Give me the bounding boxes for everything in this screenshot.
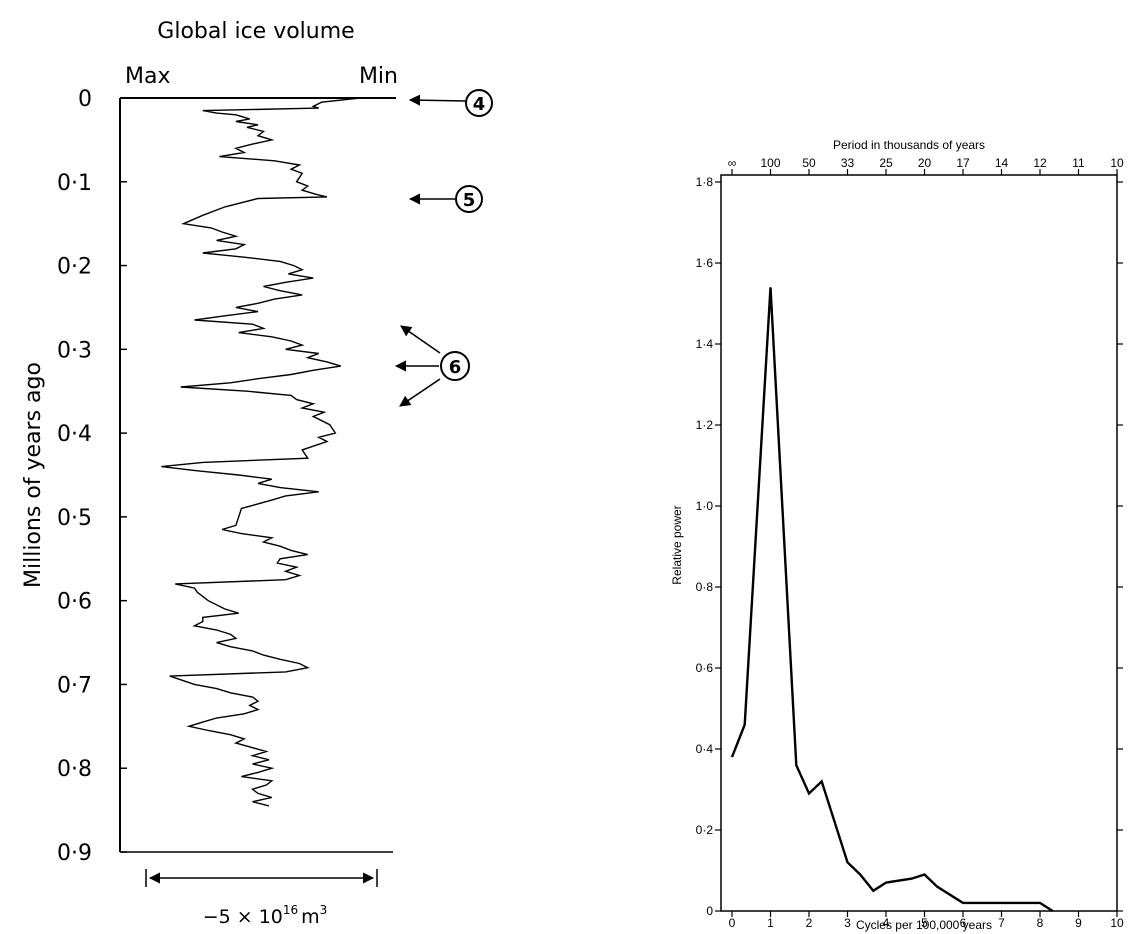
left-y-axis-label: Millions of years ago [21,362,46,588]
annotation-5: 5 [408,185,483,213]
right-x-tick-label: 10 [1110,916,1124,930]
right-y-tick-label: 1·8 [696,175,714,189]
right-x-tick-label: 7 [998,916,1005,930]
left-y-tick-label: 0·5 [57,506,92,531]
right-y-tick-label: 0·4 [696,742,714,756]
annotation-4-arrow [408,94,467,106]
right-y-axis-label: Relative power [670,505,684,584]
right-y-tick-label: 0·2 [696,823,714,837]
left-annotations: 4 5 6 [394,89,493,407]
right-x-tick-label: 6 [960,916,967,930]
left-chart-title: Global ice volume [157,19,354,44]
left-y-tick-label: 0·4 [57,422,92,447]
right-top-tick-label: 25 [879,156,893,170]
right-y-tick-label: 1·2 [696,418,714,432]
right-y-tick-label: 0·6 [696,661,714,675]
scale-bar-label: −5 × 1016 m3 [203,903,328,928]
annotation-6-arrow-lower [399,378,441,407]
left-y-tick-label: 0·2 [57,255,92,280]
left-y-tick-label: 0·1 [57,171,92,196]
right-top-tick-label: 12 [1033,156,1047,170]
annotation-6-label: 6 [449,357,462,378]
right-top-axis-title: Period in thousands of years [833,138,985,152]
right-top-tick-label: 11 [1072,156,1085,170]
left-y-tick-label: 0 [78,87,92,112]
annotation-5-circle [455,185,483,213]
ice-volume-chart: Global ice volume Max Min Millions of ye… [21,19,493,928]
left-y-tick-label: 0·8 [57,757,92,782]
right-x-tick-label: 0 [729,916,736,930]
scale-bar: −5 × 1016 m3 [145,869,378,928]
right-x-tick-label: 5 [921,916,928,930]
right-top-tick-label: ∞ [728,156,737,170]
right-x-tick-label: 3 [844,916,851,930]
annotation-6-arrow-upper [400,325,441,354]
right-top-tick-label: 14 [995,156,1009,170]
right-top-tick-label: 33 [841,156,855,170]
right-top-tick-label: 17 [956,156,970,170]
right-top-tick-label: 10 [1110,156,1124,170]
left-y-tick-label: 0·7 [57,673,92,698]
ice-volume-series-line [161,97,361,807]
right-x-tick-label: 8 [1037,916,1044,930]
right-plot-frame [720,174,1118,912]
right-y-tick-label: 0·8 [696,580,714,594]
left-y-tick-label: 0·9 [57,841,92,866]
right-x-tick-label: 9 [1075,916,1082,930]
right-x-tick-label: 4 [883,916,890,930]
power-spectrum-series-line [730,287,1054,913]
left-x-max-label: Max [125,64,170,89]
left-y-tick-label: 0·6 [57,590,92,615]
right-x-axis-label: Cycles per 100,000 years [856,918,992,932]
right-ticks: 0∞1100250333425520617714812911101000·20·… [696,156,1124,930]
annotation-6: 6 [394,325,470,407]
right-y-tick-label: 0 [706,904,713,918]
annotation-4-label: 4 [473,94,486,115]
left-x-min-label: Min [359,64,398,89]
right-y-tick-label: 1·0 [696,499,714,513]
annotation-5-label: 5 [463,190,476,211]
right-top-tick-label: 20 [918,156,932,170]
power-spectrum-chart: Period in thousands of years Cycles per … [670,138,1124,932]
right-top-tick-label: 100 [760,156,780,170]
right-y-tick-label: 1·6 [696,256,714,270]
right-top-tick-label: 50 [802,156,816,170]
right-x-tick-label: 1 [767,916,774,930]
annotation-4: 4 [408,89,493,117]
left-y-tick-label: 0·3 [57,338,92,363]
right-y-tick-label: 1·4 [696,337,714,351]
annotation-4-circle [465,89,493,117]
left-y-ticks: 0 0·1 0·2 0·3 0·4 0·5 0·6 0·7 0·8 0·9 [57,87,127,866]
annotation-6-circle [440,351,470,381]
right-x-tick-label: 2 [806,916,813,930]
